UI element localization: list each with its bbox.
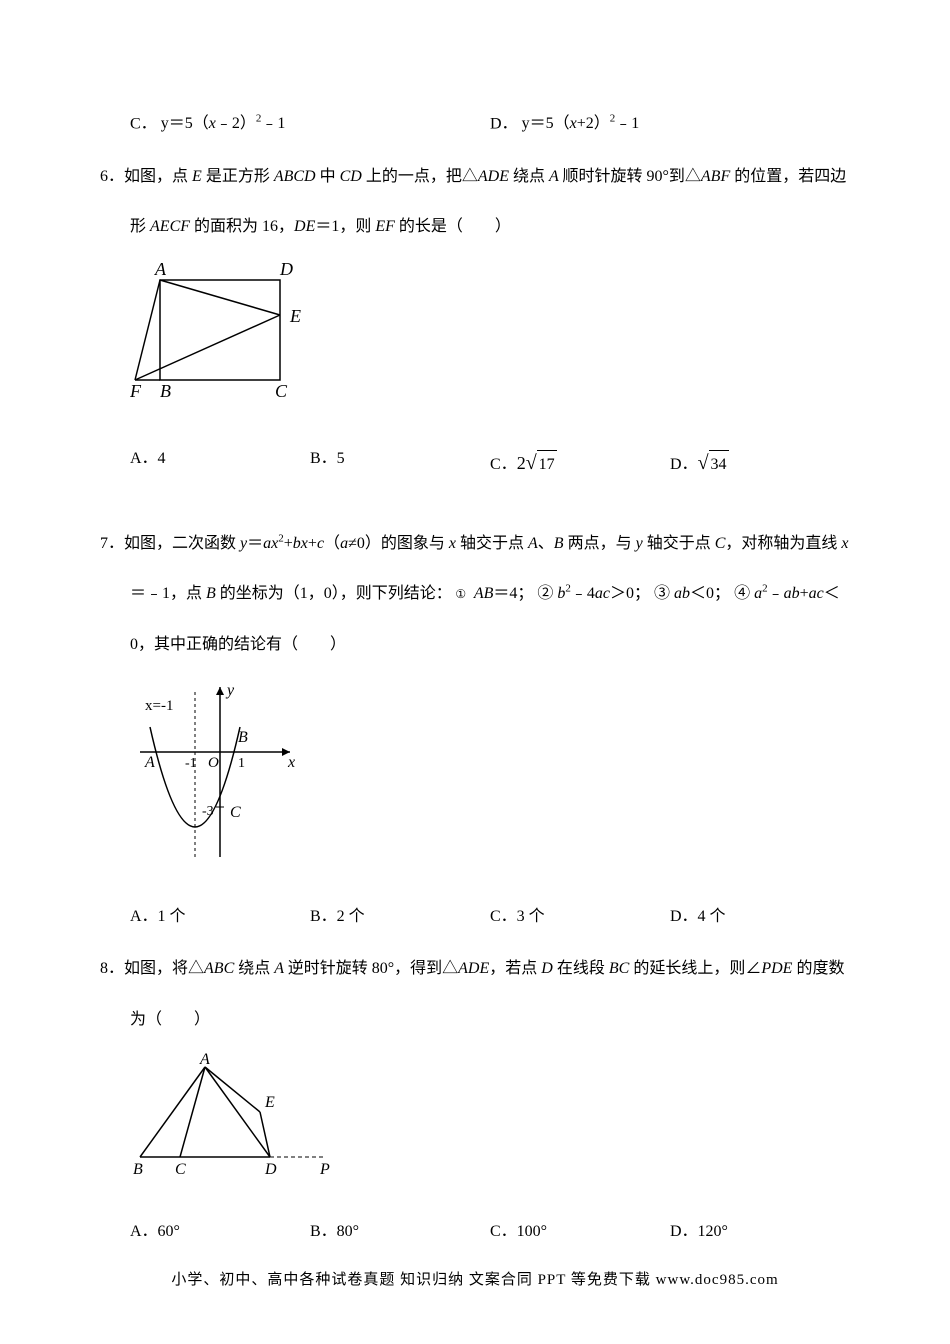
q8-svg: A B C D E P xyxy=(130,1052,340,1182)
tick-m3: -3 xyxy=(202,804,214,819)
q7-text: 7．如图，二次函数 y＝ax2+bx+c（a≠0）的图象与 x 轴交于点 A、B… xyxy=(100,526,850,561)
q6-option-a: A．4 xyxy=(130,445,310,481)
label-F: F xyxy=(130,381,142,401)
option-label: D． xyxy=(490,115,518,132)
formula-text: y＝5（x+2）2﹣1 xyxy=(522,115,640,132)
q6-options: A．4 B．5 C．2√17 D．√34 xyxy=(130,445,850,481)
label-D: D xyxy=(279,260,293,279)
sqrt-icon: √34 xyxy=(698,445,729,481)
label-B: B xyxy=(133,1161,143,1178)
tick-1: 1 xyxy=(238,756,245,771)
q7-option-b: B．2 个 xyxy=(310,903,490,932)
label-B: B xyxy=(160,381,171,401)
label-x-axis: x xyxy=(287,754,295,771)
label-C: C xyxy=(230,804,241,821)
q8-options: A．60° B．80° C．100° D．120° xyxy=(130,1218,850,1247)
q5-option-c: C． y＝5（x﹣2）2﹣1 xyxy=(130,110,490,139)
label-B: B xyxy=(238,729,248,746)
q7-text-line2: ＝﹣1，点 B 的坐标为（1，0），则下列结论：① AB＝4； ② b2﹣4ac… xyxy=(100,576,850,611)
label-C: C xyxy=(275,381,288,401)
q7-option-d: D．4 个 xyxy=(670,903,850,932)
label-A: A xyxy=(199,1052,210,1068)
q8-option-d: D．120° xyxy=(670,1218,850,1247)
q7-text-line3: 0，其中正确的结论有（ ） xyxy=(100,627,850,662)
label-O: O xyxy=(208,755,219,771)
q6-text: 6．如图，点 E 是正方形 ABCD 中 CD 上的一点，把△ADE 绕点 A … xyxy=(100,159,850,194)
q8-figure: A B C D E P xyxy=(130,1052,850,1193)
label-y-axis: y xyxy=(225,682,235,699)
q6-figure: A D E F B C xyxy=(130,260,850,421)
circled-4: ④ xyxy=(734,585,750,602)
q7-figure: x=-1 y x B A C O -1 1 -3 xyxy=(130,677,850,878)
q8-text-line2: 为（ ） xyxy=(100,1002,850,1037)
option-label: C． xyxy=(130,115,157,132)
label-A: A xyxy=(144,754,155,771)
label-E: E xyxy=(264,1094,275,1111)
sqrt-icon: √17 xyxy=(526,445,557,481)
q6-svg: A D E F B C xyxy=(130,260,310,410)
q8-option-c: C．100° xyxy=(490,1218,670,1247)
q8-option-a: A．60° xyxy=(130,1218,310,1247)
q8-option-b: B．80° xyxy=(310,1218,490,1247)
q7-options: A．1 个 B．2 个 C．3 个 D．4 个 xyxy=(130,903,850,932)
q8-text: 8．如图，将△ABC 绕点 A 逆时针旋转 80°，得到△ADE，若点 D 在线… xyxy=(100,951,850,986)
label-x-1: x=-1 xyxy=(145,698,173,714)
page-footer: 小学、初中、高中各种试卷真题 知识归纳 文案合同 PPT 等免费下载 www.d… xyxy=(0,1267,950,1294)
q6-option-c: C．2√17 xyxy=(490,445,670,481)
circled-2: ② xyxy=(537,585,553,602)
label-P: P xyxy=(319,1161,330,1178)
q6-text-line2: 形 AECF 的面积为 16，DE＝1，则 EF 的长是（ ） xyxy=(100,209,850,244)
q5-options-cd: C． y＝5（x﹣2）2﹣1 D． y＝5（x+2）2﹣1 xyxy=(130,110,850,139)
label-E: E xyxy=(289,306,301,326)
q5-option-d: D． y＝5（x+2）2﹣1 xyxy=(490,110,850,139)
label-C: C xyxy=(175,1161,186,1178)
circled-3: ③ xyxy=(654,585,670,602)
circled-1: ① xyxy=(452,586,470,604)
q7-option-a: A．1 个 xyxy=(130,903,310,932)
q6-option-b: B．5 xyxy=(310,445,490,481)
q7-svg: x=-1 y x B A C O -1 1 -3 xyxy=(130,677,310,867)
label-D: D xyxy=(264,1161,277,1178)
tick-m1: -1 xyxy=(185,756,197,771)
formula-text: y＝5（x﹣2）2﹣1 xyxy=(161,115,286,132)
q6-option-d: D．√34 xyxy=(670,445,850,481)
label-A: A xyxy=(154,260,167,279)
q7-option-c: C．3 个 xyxy=(490,903,670,932)
